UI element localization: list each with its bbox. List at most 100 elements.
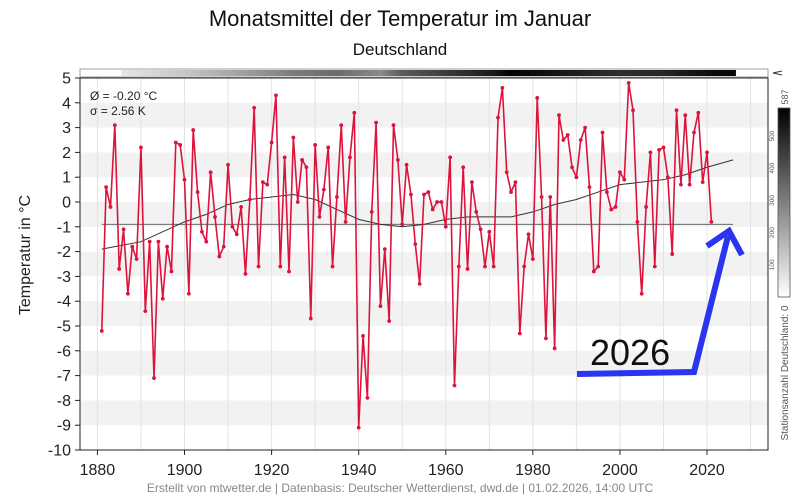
data-point [565,133,570,137]
data-point [665,175,670,180]
strip-cell [234,70,240,76]
data-point [217,254,222,259]
data-point [243,272,248,276]
strip-cell [334,70,340,76]
strip-cell [574,70,580,76]
strip-cell [630,70,636,76]
data-point [474,210,479,214]
strip-cell [204,70,210,76]
strip-cell [439,70,445,76]
strip-cell [535,70,540,76]
data-point [648,150,653,155]
data-point [112,123,117,128]
colorbar-max-label: 587 [780,89,790,104]
colorbar-label: Stationsanzahl Deutschland: 0 [780,305,791,441]
strip-cell [504,70,510,76]
strip-cell [225,70,231,76]
data-point [108,205,113,209]
data-point [700,180,705,185]
strip-cell [604,70,610,76]
strip-cell [269,70,275,76]
strip-cell [386,70,392,76]
data-point [604,190,609,194]
data-point [191,128,196,132]
data-point [496,115,500,120]
strip-cell [617,70,623,76]
data-point [134,257,139,261]
strip-cell [400,70,406,76]
strip-cell [382,70,388,76]
strip-cell [565,70,571,76]
data-point [99,329,104,333]
y-tick-label: 0 [62,195,71,212]
station-count-strip [79,68,783,78]
y-tick-label: -3 [57,269,71,286]
strip-cell [247,70,253,76]
data-point [539,195,544,199]
mean-label: Ø = -0.20 °C [90,89,157,103]
strip-cell [661,70,667,76]
data-point [456,264,461,269]
strip-cell [156,70,162,76]
data-point [635,219,640,224]
data-point [104,185,109,190]
colorbar-tick-label: 400 [769,162,776,173]
data-point [374,120,379,125]
colorbar-tick-label: 100 [769,259,776,270]
data-point [143,309,148,314]
data-point [596,264,601,269]
data-point [178,143,183,147]
strip-cell [130,70,136,76]
axes: 5 4 3 2 1 0 -1 -2 -3 -4 -5 -6 -7 -8 -9 -10 1880 1900 1920 1… [48,71,769,479]
data-point [204,239,209,244]
data-point [526,232,531,237]
y-tick-label: -7 [57,368,71,385]
data-point [282,155,287,160]
strip-cell [151,70,157,76]
strip-cell [312,70,318,76]
strip-cell [160,70,166,76]
strip-cell [670,70,675,76]
strip-cell [173,70,179,76]
data-point [557,113,561,118]
strip-cell [365,70,371,76]
strip-cell [299,70,305,76]
strip-cell [700,70,706,76]
strip-cell [530,70,536,76]
strip-cell [421,70,427,76]
strip-cell [447,70,453,76]
data-point [600,130,605,135]
strip-cell [339,70,345,76]
strip-cell [600,70,606,76]
data-point [578,138,583,142]
strip-cell [426,70,432,76]
footer-credits: Erstellt von mtwetter.de | Datenbasis: D… [146,481,654,495]
strip-cell [356,70,362,76]
strip-cell [256,70,262,76]
data-point [378,304,383,309]
data-point [369,210,374,214]
data-point [269,140,274,145]
strip-cell [539,70,545,76]
strip-cell [556,70,562,76]
strip-cell [186,70,192,76]
data-point [679,182,683,187]
data-point [139,145,143,150]
data-point [522,264,527,269]
data-point [391,123,396,128]
data-point [156,239,161,244]
strip-cell [648,70,654,76]
data-point [517,331,522,336]
strip-cell [578,70,584,76]
data-point [631,108,635,113]
data-point [452,383,457,388]
data-point [487,229,492,234]
data-point [591,269,596,274]
strip-cell [726,70,732,76]
y-axis-label: Temperatur in °C [17,195,34,315]
data-point [491,264,496,269]
strip-cell [561,70,567,76]
data-point [200,229,204,234]
strip-cell [517,70,523,76]
data-point [308,316,313,321]
